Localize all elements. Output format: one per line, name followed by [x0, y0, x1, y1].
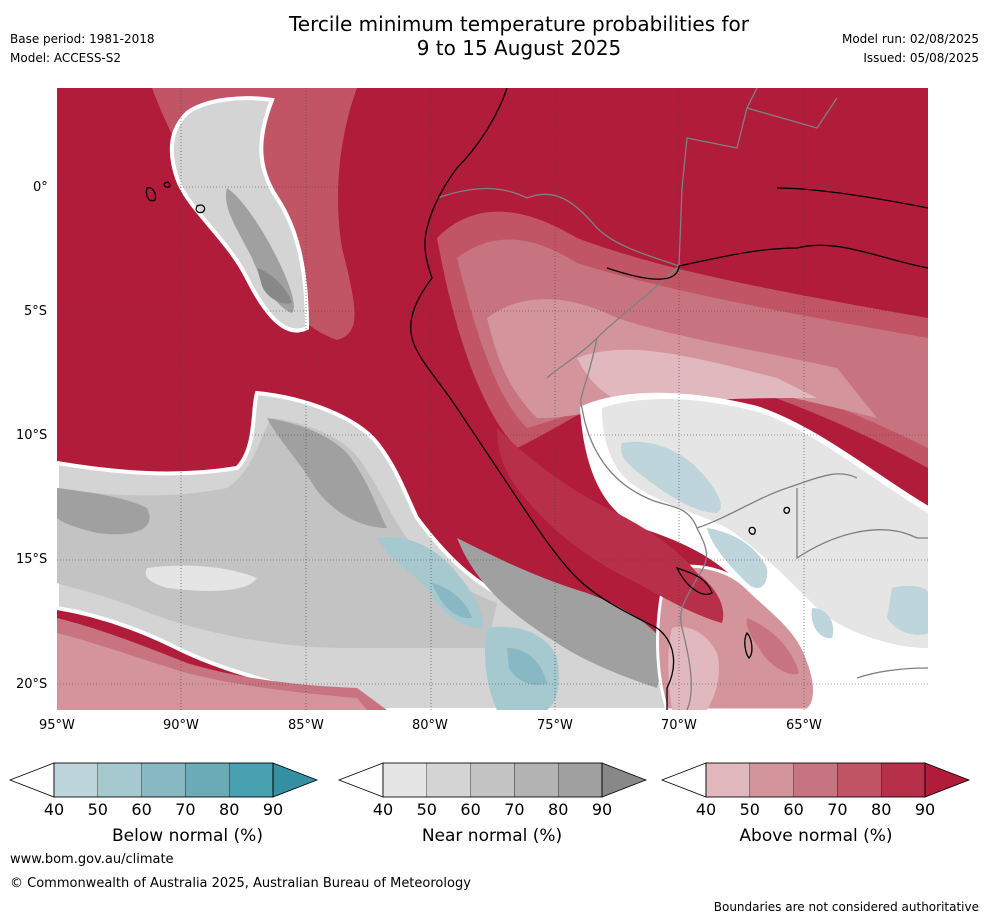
- colorbar-0-min-extend: [8, 762, 55, 798]
- colorbar-0-max-extend: [272, 762, 319, 798]
- colorbar-1-segment-3: [514, 762, 559, 798]
- near-normal-coastal-dark: [457, 538, 667, 688]
- country-borders: [436, 88, 928, 710]
- colorbar-1-tick-5: 90: [591, 800, 613, 819]
- colorbar-1-tick-0: 40: [372, 800, 394, 819]
- colorbar-above-label: Above normal (%): [739, 826, 893, 846]
- lat-tick-3: 15°S: [16, 552, 48, 567]
- colorbar-1-segment-4: [558, 762, 603, 798]
- near-normal-south-light: [145, 565, 257, 591]
- colorbar-2-tick-4: 80: [871, 800, 892, 819]
- disclaimer: Boundaries are not considered authoritat…: [713, 900, 979, 914]
- colorbar-0-tick-5: 90: [262, 800, 284, 819]
- above-normal-south-light: [57, 633, 367, 710]
- below-normal-east-2: [707, 528, 768, 588]
- colorbar-2-tick-2: 60: [783, 800, 804, 819]
- colorbar-above: [660, 762, 971, 798]
- colorbar-1-segment-2: [470, 762, 515, 798]
- near-normal-south-mid: [57, 418, 497, 648]
- colorbar-0-segment-3: [185, 762, 230, 798]
- colorbar-1-tick-4: 80: [548, 800, 569, 819]
- colorbar-2-tick-3: 70: [827, 800, 848, 819]
- model-run: Model run: 02/08/2025: [841, 32, 979, 46]
- bom-url[interactable]: www.bom.gov.au/climate: [10, 852, 174, 867]
- colorbar-2-segment-1: [749, 762, 794, 798]
- lat-tick-2: 10°S: [16, 428, 48, 443]
- lat-tick-1: 5°S: [24, 304, 48, 319]
- model-name: Model: ACCESS-S2: [10, 51, 122, 65]
- below-normal-patch-1-core: [432, 583, 472, 619]
- lon-tick-2: 85°W: [288, 718, 324, 733]
- colorbar-0-tick-3: 70: [175, 800, 196, 819]
- near-normal-north-darker: [257, 268, 292, 304]
- colorbar-0-segment-4: [229, 762, 274, 798]
- issued-date: Issued: 05/08/2025: [863, 51, 979, 65]
- colorbar-1-tick-1: 50: [416, 800, 437, 819]
- colorbar-2-outline: [705, 762, 926, 798]
- colorbar-0-tick-2: 60: [131, 800, 152, 819]
- colorbar-0-segment-2: [141, 762, 186, 798]
- probability-map: [57, 88, 928, 710]
- colorbar-2-max-extend: [924, 762, 971, 798]
- lon-tick-0: 95°W: [39, 718, 75, 733]
- below-normal-patch-2-core: [507, 648, 547, 685]
- lat-tick-4: 20°S: [16, 677, 48, 692]
- below-normal-east-3: [887, 585, 928, 635]
- colorbar-2-segment-4: [881, 762, 926, 798]
- above-normal-southeast-mid: [746, 618, 799, 675]
- colorbar-0-tick-1: 50: [87, 800, 108, 819]
- colorbar-near: [337, 762, 648, 798]
- colorbar-2-min-extend: [660, 762, 707, 798]
- colorbars: [8, 762, 971, 798]
- graticule: [57, 88, 928, 710]
- colorbar-below: [8, 762, 319, 798]
- above-normal-southeast-inner: [668, 626, 719, 710]
- page-title: Tercile minimum temperature probabilitie…: [0, 12, 988, 60]
- colorbar-0-segment-1: [97, 762, 142, 798]
- colorbar-0-outline: [53, 762, 274, 798]
- colorbar-2-tick-1: 50: [739, 800, 760, 819]
- lat-tick-0: 0°: [33, 180, 48, 195]
- above-40-region: [577, 349, 817, 408]
- colorbar-2-segment-0: [705, 762, 750, 798]
- colorbar-1-tick-2: 60: [460, 800, 481, 819]
- lon-tick-6: 65°W: [786, 718, 822, 733]
- above-normal-coastal: [497, 428, 724, 623]
- colorbar-below-label: Below normal (%): [112, 826, 263, 846]
- colorbar-0-segment-0: [53, 762, 98, 798]
- colorbar-0-tick-0: 40: [43, 800, 65, 819]
- colorbar-2-segment-2: [793, 762, 838, 798]
- colorbar-2-tick-0: 40: [695, 800, 717, 819]
- lon-tick-1: 90°W: [163, 718, 199, 733]
- colorbar-near-label: Near normal (%): [421, 826, 563, 846]
- near-normal-south-west: [57, 488, 150, 535]
- below-normal-east-4: [811, 608, 834, 639]
- colorbar-1-min-extend: [337, 762, 384, 798]
- colorbar-2-segment-3: [837, 762, 882, 798]
- lon-tick-3: 80°W: [412, 718, 448, 733]
- lon-tick-5: 70°W: [661, 718, 697, 733]
- title-line-1: Tercile minimum temperature probabilitie…: [288, 12, 750, 36]
- colorbar-1-segment-0: [382, 762, 427, 798]
- lon-tick-4: 75°W: [537, 718, 573, 733]
- colorbar-0-tick-4: 80: [219, 800, 240, 819]
- colorbar-1-outline: [382, 762, 603, 798]
- base-period: Base period: 1981-2018: [10, 32, 155, 46]
- near-normal-south-dark: [267, 418, 387, 528]
- colorbar-2-tick-5: 90: [914, 800, 936, 819]
- colorbar-1-segment-1: [426, 762, 471, 798]
- copyright: © Commonwealth of Australia 2025, Austra…: [10, 876, 471, 891]
- colorbar-1-max-extend: [601, 762, 648, 798]
- colorbar-1-tick-3: 70: [504, 800, 525, 819]
- below-normal-east-1: [621, 441, 721, 513]
- title-line-2: 9 to 15 August 2025: [416, 36, 622, 60]
- coastline: [145, 88, 928, 710]
